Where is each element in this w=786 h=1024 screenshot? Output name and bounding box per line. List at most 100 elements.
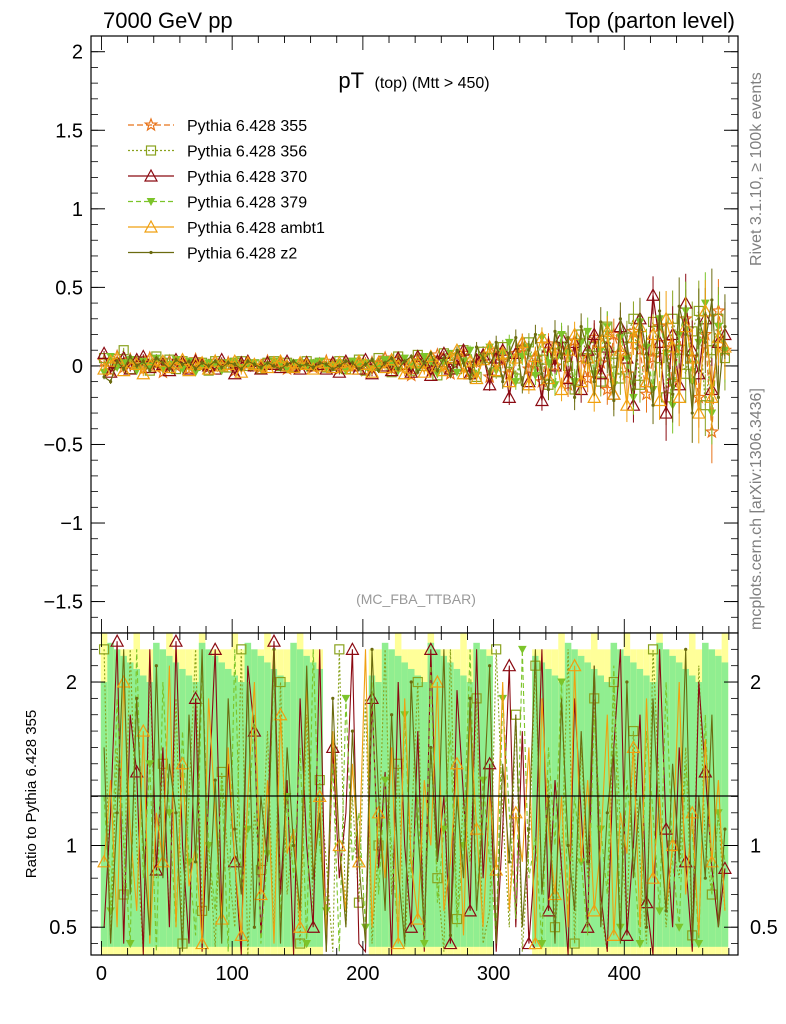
ratio-band-green	[192, 682, 199, 947]
data-point	[246, 359, 250, 363]
ratio-point	[429, 745, 433, 750]
data-point	[344, 359, 348, 363]
main-y-tick-label: −1.5	[44, 592, 83, 614]
ratio-series-line	[103, 649, 726, 944]
data-point	[684, 332, 688, 337]
data-point	[626, 330, 641, 344]
data-point	[502, 390, 517, 403]
ratio-point	[266, 633, 282, 647]
data-point	[207, 364, 211, 368]
ratio-point	[488, 664, 492, 668]
data-point	[180, 362, 185, 366]
main-y-tick-label: −0.5	[44, 434, 83, 456]
data-point	[711, 330, 726, 344]
ratio-point	[674, 923, 684, 932]
ratio-point	[234, 928, 249, 941]
data-point	[350, 361, 355, 365]
data-point	[476, 352, 491, 366]
ratio-series-4	[103, 647, 727, 952]
data-point	[494, 340, 498, 344]
data-point	[306, 361, 321, 375]
ratio-point	[370, 647, 374, 651]
ratio-band-green	[407, 668, 415, 947]
ratio-point	[325, 740, 340, 754]
ratio-point	[589, 693, 600, 704]
data-point	[384, 352, 399, 366]
data-point	[700, 400, 711, 411]
data-point	[605, 356, 609, 360]
data-point	[122, 367, 126, 371]
data-point	[345, 361, 360, 375]
ratio-point	[115, 811, 119, 815]
ratio-point	[537, 940, 547, 949]
data-point	[573, 395, 577, 399]
ratio-band-green	[179, 668, 186, 947]
data-point	[481, 356, 485, 360]
data-point	[557, 331, 566, 340]
data-point	[600, 324, 615, 337]
data-point	[260, 360, 275, 374]
ratio-point	[175, 756, 190, 770]
ratio-band-green	[662, 649, 670, 947]
legend-entry: Pythia 6.428 356	[128, 144, 307, 161]
ratio-band-green	[185, 675, 193, 947]
ratio-point	[569, 938, 580, 949]
data-point	[587, 327, 602, 341]
ratio-band-green	[100, 682, 108, 947]
ratio-point	[110, 633, 125, 647]
data-point	[280, 358, 295, 372]
ratio-point	[471, 693, 482, 704]
data-point	[135, 364, 139, 368]
x-tick-label: 400	[608, 963, 641, 985]
legend-marker	[143, 117, 159, 132]
ratio-y-tick-label-right: 0.5	[750, 917, 778, 939]
ratio-point	[647, 644, 659, 655]
ratio-band-green	[479, 649, 487, 947]
data-point	[423, 349, 438, 363]
ratio-band-green	[120, 655, 127, 947]
ratio-point	[646, 870, 661, 884]
ratio-band-green	[688, 675, 696, 947]
data-point	[527, 348, 531, 352]
data-point	[631, 387, 636, 392]
data-point	[534, 330, 549, 344]
data-point	[391, 350, 406, 364]
ratio-band-green	[447, 662, 454, 947]
data-point	[423, 368, 438, 381]
data-point	[201, 361, 216, 375]
data-point	[136, 366, 151, 380]
data-point	[579, 325, 583, 329]
data-point	[404, 364, 419, 378]
ratio-band-green	[532, 655, 539, 947]
x-tick-label: 300	[477, 963, 510, 985]
ratio-band-green	[140, 675, 147, 947]
ratio-band-green	[107, 642, 114, 947]
data-point	[544, 359, 553, 368]
data-point	[511, 378, 521, 387]
data-point	[365, 364, 380, 378]
data-point	[566, 336, 570, 340]
data-point	[167, 367, 172, 371]
data-point	[474, 345, 479, 349]
data-point	[652, 335, 667, 348]
data-point	[593, 366, 608, 380]
ratio-band-green	[388, 649, 395, 947]
ratio-point	[596, 825, 606, 834]
data-point	[397, 366, 412, 380]
data-point	[716, 395, 720, 399]
ratio-point	[306, 919, 321, 933]
ratio-band-green	[113, 649, 121, 947]
ratio-point	[439, 825, 449, 834]
data-point	[106, 352, 115, 362]
ratio-band-green	[675, 662, 683, 947]
data-point	[239, 367, 243, 371]
legend-entry: Pythia 6.428 370	[128, 168, 307, 186]
data-point	[162, 363, 177, 377]
ratio-band-green	[721, 662, 729, 947]
ratio-point	[665, 838, 680, 852]
ratio-point	[193, 860, 198, 864]
data-point	[677, 304, 681, 308]
ratio-point	[517, 645, 527, 654]
ratio-point	[272, 647, 276, 651]
data-point	[685, 350, 700, 364]
